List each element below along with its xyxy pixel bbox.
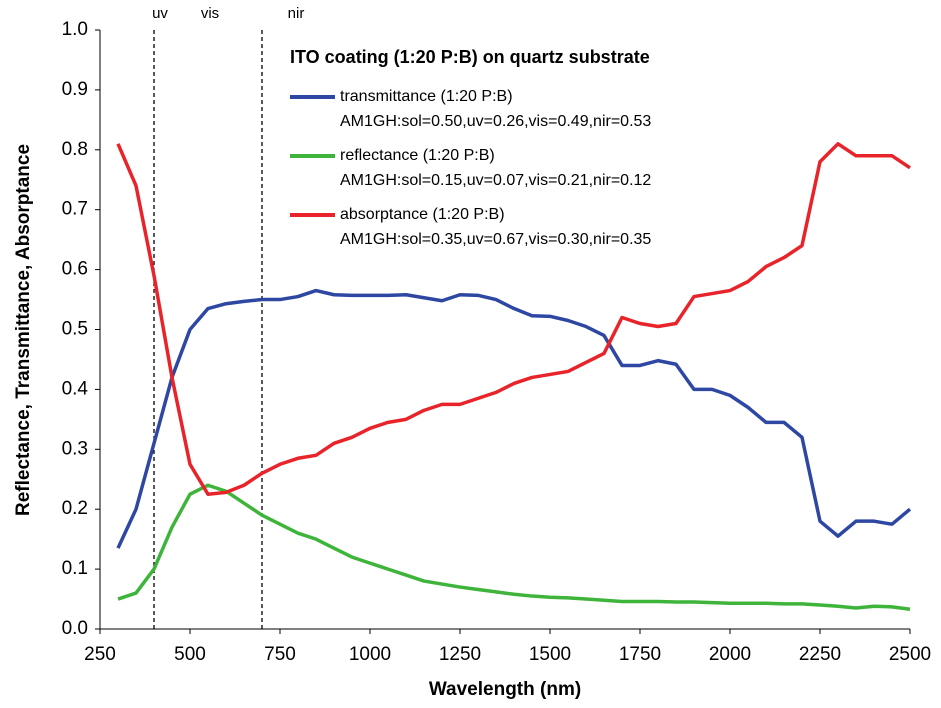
legend-label: reflectance (1:20 P:B) <box>340 147 495 164</box>
x-tick-label: 1500 <box>529 644 571 665</box>
region-label: nir <box>288 5 305 22</box>
x-tick-label: 750 <box>264 644 296 665</box>
y-tick-label: 0.1 <box>62 558 88 579</box>
x-tick-label: 1250 <box>439 644 481 665</box>
y-tick-label: 0.3 <box>62 438 88 459</box>
y-axis-title: Reflectance, Transmittance, Absorptance <box>13 144 34 516</box>
y-tick-label: 0.7 <box>62 199 88 220</box>
x-tick-label: 1750 <box>619 644 661 665</box>
y-tick-label: 0.0 <box>62 618 88 639</box>
x-tick-label: 2500 <box>889 644 931 665</box>
y-tick-label: 0.5 <box>62 319 88 340</box>
x-axis-title: Wavelength (nm) <box>429 679 581 700</box>
series-line <box>116 142 911 496</box>
y-tick-label: 0.9 <box>62 79 88 100</box>
region-label: uv <box>152 5 168 22</box>
x-tick-label: 500 <box>174 644 206 665</box>
legend-label: absorptance (1:20 P:B) <box>340 206 505 223</box>
y-tick-label: 0.4 <box>62 378 89 399</box>
x-tick-label: 2000 <box>709 644 751 665</box>
legend-stats: AM1GH:sol=0.50,uv=0.26,vis=0.49,nir=0.53 <box>340 113 651 130</box>
region-label: vis <box>201 5 219 22</box>
legend-stats: AM1GH:sol=0.15,uv=0.07,vis=0.21,nir=0.12 <box>340 172 651 189</box>
y-tick-label: 0.6 <box>62 259 88 280</box>
legend-stats: AM1GH:sol=0.35,uv=0.67,vis=0.30,nir=0.35 <box>340 231 651 248</box>
y-tick-label: 0.2 <box>62 498 88 519</box>
series-line <box>117 483 911 611</box>
y-tick-label: 1.0 <box>62 19 88 40</box>
legend-title: ITO coating (1:20 P:B) on quartz substra… <box>290 47 650 67</box>
y-tick-label: 0.8 <box>62 139 88 160</box>
x-tick-label: 250 <box>84 644 116 665</box>
x-tick-label: 1000 <box>349 644 391 665</box>
legend-label: transmittance (1:20 P:B) <box>340 88 513 105</box>
series-line <box>116 288 912 549</box>
x-tick-label: 2250 <box>799 644 841 665</box>
